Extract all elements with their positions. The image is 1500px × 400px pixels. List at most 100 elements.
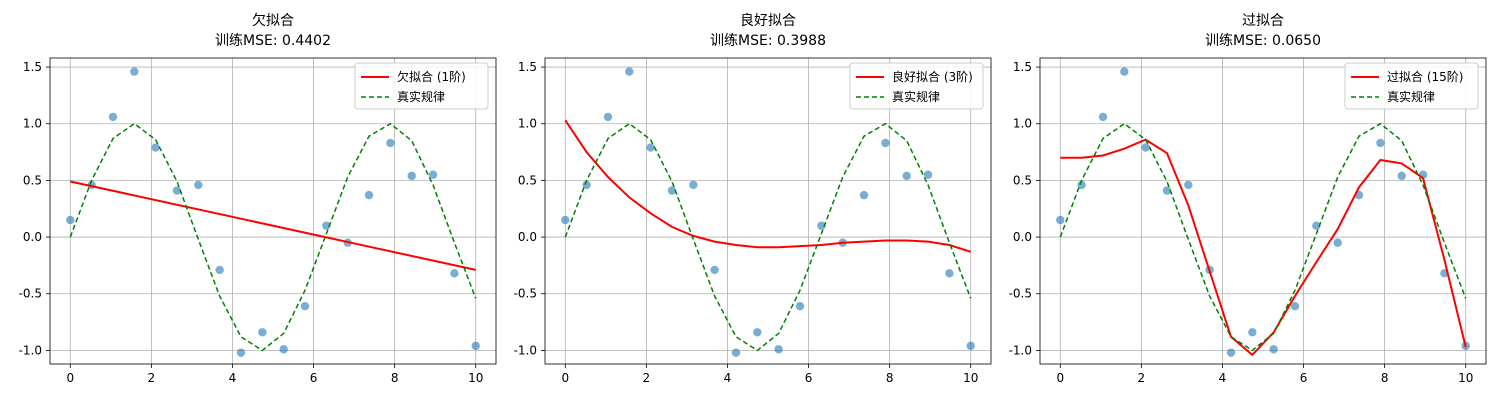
x-tick-label: 0 <box>561 371 569 385</box>
scatter-point <box>471 341 480 351</box>
legend-label: 欠拟合 (1阶) <box>397 69 466 84</box>
chart-subtitle: 训练MSE: 0.0650 <box>1205 33 1321 49</box>
scatter-point <box>945 269 954 278</box>
scatter-point <box>1226 348 1236 357</box>
x-tick-label: 2 <box>1138 371 1146 385</box>
scatter-point <box>172 186 182 195</box>
chart-title: 欠拟合 <box>252 13 294 29</box>
y-tick-label: 0.5 <box>1013 173 1032 187</box>
scatter-point <box>753 328 762 337</box>
scatter-point <box>1290 302 1300 311</box>
scatter-point <box>625 67 634 76</box>
legend-label: 良好拟合 (3阶) <box>892 69 973 84</box>
x-tick-label: 8 <box>1381 371 1389 385</box>
series-line-fit <box>1060 138 1467 357</box>
scatter-point <box>1397 171 1406 181</box>
y-tick-label: 0.5 <box>518 173 537 187</box>
scatter-point <box>215 265 224 275</box>
scatter-point <box>923 170 933 179</box>
x-tick-label: 10 <box>963 371 978 385</box>
legend: 过拟合 (15阶) 真实规律 <box>1344 62 1479 110</box>
scatter-point <box>258 328 267 337</box>
scatter-point <box>731 348 741 357</box>
series-line-fit <box>70 180 476 271</box>
x-tick-label: 0 <box>66 371 74 385</box>
legend: 良好拟合 (3阶) 真实规律 <box>849 62 984 110</box>
chart-title: 过拟合 <box>1242 13 1284 29</box>
axes-frame <box>1039 57 1487 365</box>
scatter-point <box>236 348 246 357</box>
y-tick-label: 1.0 <box>518 117 537 131</box>
scatter-point <box>151 143 160 152</box>
scatter-point <box>1184 180 1193 190</box>
scatter-point <box>428 170 438 179</box>
scatter-point <box>322 221 331 230</box>
y-tick-label: -0.5 <box>1009 287 1032 301</box>
x-tick-label: 6 <box>805 371 813 385</box>
chart-subtitle: 训练MSE: 0.4402 <box>215 33 331 49</box>
scatter-point <box>450 269 459 278</box>
legend: 欠拟合 (1阶) 真实规律 <box>354 62 489 110</box>
scatter-point <box>817 221 826 230</box>
x-tick-label: 8 <box>391 371 399 385</box>
scatter-point <box>1248 328 1257 337</box>
scatter-point <box>386 138 395 148</box>
series-line-true <box>1059 122 1467 352</box>
y-tick-label: -1.0 <box>514 343 537 357</box>
scatter-point <box>710 265 719 275</box>
series-line-fit <box>564 119 972 253</box>
scatter-point <box>603 112 613 122</box>
scatter-point <box>881 138 890 148</box>
scatter-point <box>1077 180 1086 190</box>
scatter-point <box>279 345 288 354</box>
scatter-point <box>561 215 570 225</box>
x-tick-label: 4 <box>1219 371 1227 385</box>
scatter-point <box>1333 238 1342 247</box>
scatter-point <box>364 190 374 200</box>
scatter-point <box>795 302 805 311</box>
scatter-point <box>859 190 869 200</box>
scatter-point <box>1376 138 1385 148</box>
y-tick-label: 0.0 <box>23 230 42 244</box>
scatter-point <box>1056 215 1065 225</box>
y-tick-label: 0.0 <box>518 230 537 244</box>
y-tick-label: 1.5 <box>23 60 42 74</box>
y-tick-label: 1.5 <box>1013 60 1032 74</box>
legend-label: 真实规律 <box>1387 89 1435 104</box>
y-tick-label: 1.0 <box>23 117 42 131</box>
scatter-point <box>966 341 975 351</box>
y-tick-label: -1.0 <box>1009 343 1032 357</box>
legend-label: 真实规律 <box>397 89 445 104</box>
scatter-point <box>1269 345 1278 354</box>
x-tick-label: 4 <box>229 371 237 385</box>
legend-label: 过拟合 (15阶) <box>1387 69 1463 84</box>
scatter-point <box>130 67 139 76</box>
x-tick-label: 2 <box>148 371 156 385</box>
scatter-point <box>1162 186 1172 195</box>
y-tick-label: -1.0 <box>19 343 42 357</box>
scatter-point <box>66 215 75 225</box>
scatter-point <box>1120 67 1129 76</box>
y-tick-label: 1.5 <box>518 60 537 74</box>
legend-label: 真实规律 <box>892 89 940 104</box>
scatter-point <box>902 171 911 181</box>
axes-frame <box>49 57 497 365</box>
x-tick-label: 6 <box>310 371 318 385</box>
chart-subtitle: 训练MSE: 0.3988 <box>710 33 826 49</box>
y-tick-label: 0.0 <box>1013 230 1032 244</box>
y-tick-label: 1.0 <box>1013 117 1032 131</box>
scatter-point <box>1098 112 1108 122</box>
axes-frame <box>544 57 992 365</box>
y-tick-label: -0.5 <box>514 287 537 301</box>
x-tick-label: 10 <box>468 371 483 385</box>
scatter-point <box>689 180 698 190</box>
series-line-true <box>564 122 972 352</box>
y-tick-label: -0.5 <box>19 287 42 301</box>
scatter-point <box>194 180 203 190</box>
series-line-true <box>69 122 477 352</box>
x-tick-label: 2 <box>643 371 651 385</box>
